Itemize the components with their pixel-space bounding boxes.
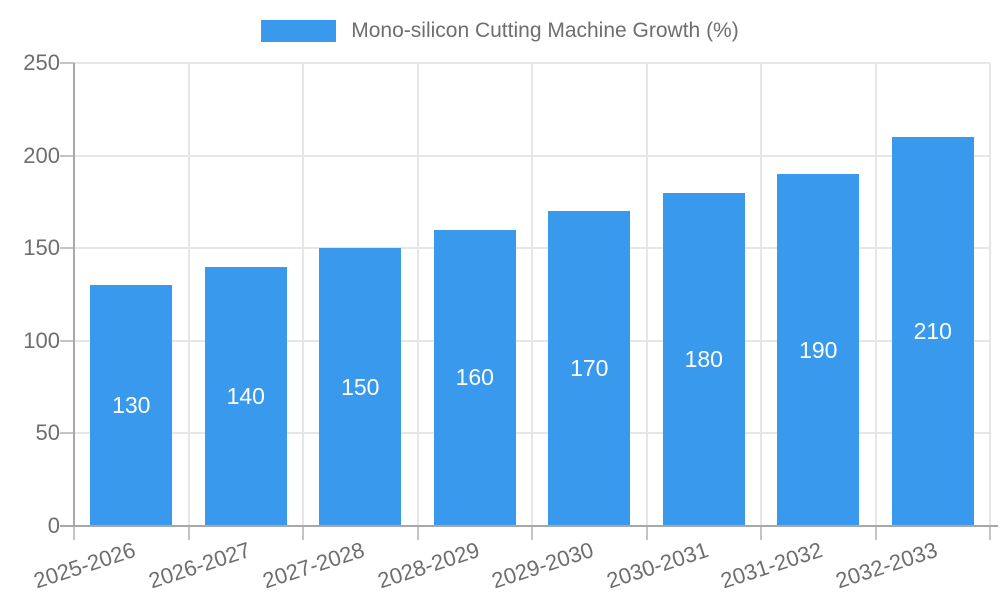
x-tick	[187, 527, 190, 540]
gridline-v	[989, 63, 991, 526]
gridline-v	[645, 63, 648, 526]
y-axis-label: 150	[23, 235, 60, 261]
legend-swatch-icon	[261, 20, 337, 42]
bar-value-label: 150	[341, 373, 380, 400]
y-tick	[60, 339, 74, 342]
gridline-v	[302, 63, 304, 526]
bar[interactable]: 160	[433, 229, 516, 526]
legend-label: Mono-silicon Cutting Machine Growth (%)	[351, 19, 739, 42]
bar-value-label: 170	[570, 355, 609, 382]
plot-area: 0 50 100 150 200 250 130 140 150 160 170 180 190 210 2…	[23, 50, 998, 593]
bar-value-label: 140	[226, 382, 265, 409]
bar[interactable]: 210	[891, 137, 974, 526]
x-tick	[760, 527, 762, 540]
bar[interactable]: 190	[777, 174, 860, 526]
gridline-v	[531, 63, 533, 526]
x-tick	[874, 527, 877, 540]
bar[interactable]: 130	[90, 285, 173, 526]
bar-value-label: 180	[684, 345, 723, 372]
y-axis-label: 0	[47, 513, 60, 538]
bar-value-label: 130	[112, 392, 151, 419]
bar-value-label: 210	[913, 318, 952, 345]
y-tick	[60, 154, 74, 157]
gridline-v	[416, 63, 419, 526]
x-tick	[302, 527, 304, 540]
gridline-v	[760, 63, 762, 526]
y-axis-label: 250	[23, 50, 60, 75]
y-tick	[60, 62, 74, 64]
x-tick	[645, 527, 648, 540]
x-tick	[416, 527, 419, 540]
bar-value-label: 160	[455, 364, 494, 391]
y-axis-line	[73, 63, 75, 526]
y-axis-label: 50	[35, 420, 60, 446]
bar[interactable]: 150	[319, 248, 402, 526]
y-axis-label: 200	[23, 142, 60, 168]
bar[interactable]: 140	[204, 266, 287, 526]
legend[interactable]: Mono-silicon Cutting Machine Growth (%)	[0, 18, 1000, 44]
y-tick	[60, 247, 74, 250]
y-axis-label: 100	[23, 327, 60, 353]
y-tick	[60, 432, 74, 435]
x-tick	[989, 527, 991, 540]
x-tick	[531, 527, 533, 540]
bar[interactable]: 170	[548, 211, 631, 526]
bar-value-label: 190	[799, 336, 838, 363]
x-tick	[73, 527, 75, 540]
gridline-v	[187, 63, 190, 526]
bar[interactable]: 180	[662, 192, 745, 526]
gridline-v	[874, 63, 877, 526]
x-axis-line	[60, 525, 998, 527]
